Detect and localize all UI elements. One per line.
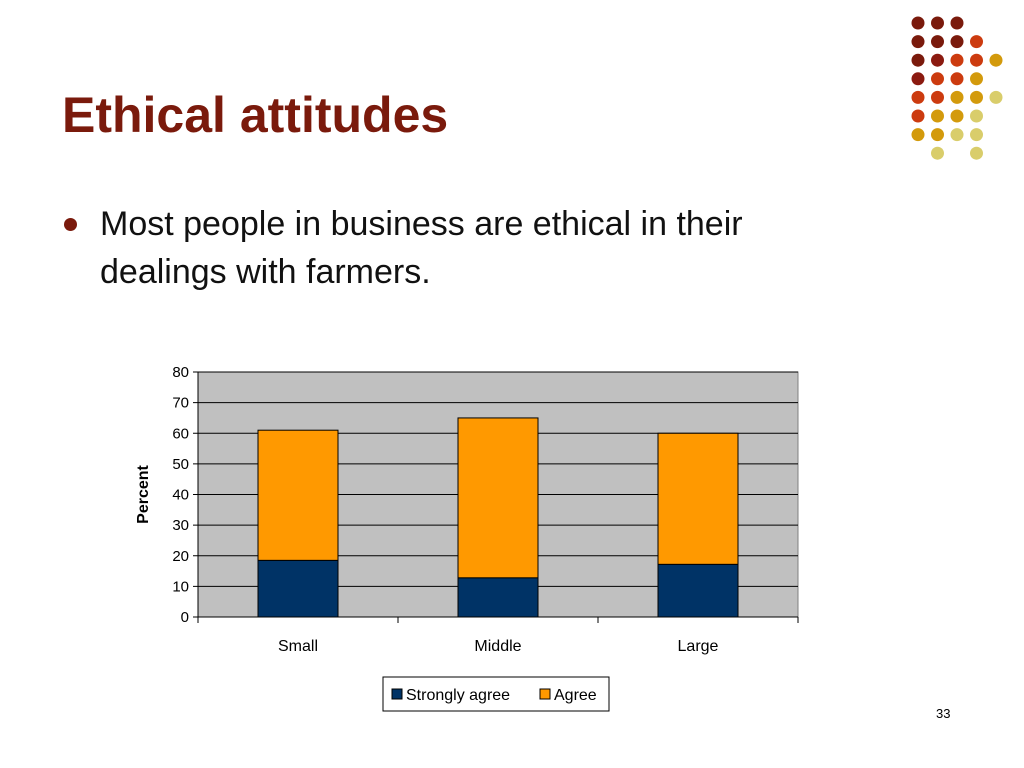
decor-dot bbox=[931, 53, 944, 67]
bar-strongly-agree-small bbox=[257, 559, 339, 618]
bar-agree-middle bbox=[457, 417, 539, 579]
decor-dot bbox=[931, 128, 944, 142]
legend: Strongly agree Agree bbox=[382, 676, 610, 712]
bar-agree-large bbox=[657, 432, 739, 565]
x-tick-label: Small bbox=[278, 638, 318, 655]
decor-dot bbox=[911, 35, 925, 49]
decor-dot bbox=[911, 109, 925, 123]
y-tick-label: 30 bbox=[172, 517, 189, 534]
decor-dot bbox=[950, 16, 964, 30]
decor-dot bbox=[970, 128, 983, 142]
y-tick-label: 0 bbox=[181, 609, 189, 626]
decorative-dot-grid bbox=[911, 16, 1003, 160]
x-tick-label: Middle bbox=[474, 638, 521, 655]
decor-dot bbox=[950, 35, 964, 49]
decor-dot bbox=[931, 72, 944, 86]
decor-dot bbox=[950, 53, 964, 67]
legend-label: Strongly agree bbox=[406, 687, 510, 704]
decor-dot bbox=[989, 90, 1003, 104]
decor-dot bbox=[950, 90, 964, 104]
y-axis-label: Percent bbox=[135, 464, 152, 523]
decor-dot bbox=[931, 90, 944, 104]
bar-strongly-agree-middle bbox=[457, 577, 539, 618]
slide-title: Ethical attitudes bbox=[62, 87, 449, 143]
decor-dot bbox=[950, 72, 964, 86]
decor-dot bbox=[970, 53, 983, 67]
y-tick-label: 50 bbox=[172, 456, 189, 473]
decor-dot bbox=[970, 35, 983, 49]
y-tick-label: 40 bbox=[172, 487, 189, 504]
legend-label: Agree bbox=[554, 687, 597, 704]
slide-number: 33 bbox=[936, 706, 951, 721]
y-tick-label: 80 bbox=[172, 364, 189, 381]
decor-dot bbox=[970, 146, 983, 160]
decor-dot bbox=[970, 90, 983, 104]
bar-agree-small bbox=[257, 429, 339, 561]
legend-swatch bbox=[391, 688, 403, 700]
decor-dot bbox=[970, 109, 983, 123]
decor-dot bbox=[911, 128, 925, 142]
y-tick-label: 20 bbox=[172, 548, 189, 565]
decor-dot bbox=[911, 53, 925, 67]
y-tick-label: 60 bbox=[172, 425, 189, 442]
x-tick-label: Large bbox=[678, 638, 719, 655]
decor-dot bbox=[989, 53, 1003, 67]
decor-dot bbox=[950, 128, 964, 142]
decor-dot bbox=[911, 90, 925, 104]
decor-dot bbox=[931, 146, 944, 160]
y-tick-label: 70 bbox=[172, 395, 189, 412]
legend-swatch bbox=[539, 688, 551, 700]
decor-dot bbox=[970, 72, 983, 86]
decor-dot bbox=[931, 16, 944, 30]
decor-dot bbox=[931, 109, 944, 123]
decor-dot bbox=[911, 72, 925, 86]
y-tick-label: 10 bbox=[172, 578, 189, 595]
bullet-text: Most people in business are ethical in t… bbox=[100, 205, 743, 291]
decor-dot bbox=[950, 109, 964, 123]
decor-dot bbox=[931, 35, 944, 49]
legend-box bbox=[382, 676, 610, 712]
bar-strongly-agree-large bbox=[657, 563, 739, 618]
bullet-icon bbox=[64, 218, 77, 231]
decor-dot bbox=[911, 16, 925, 30]
